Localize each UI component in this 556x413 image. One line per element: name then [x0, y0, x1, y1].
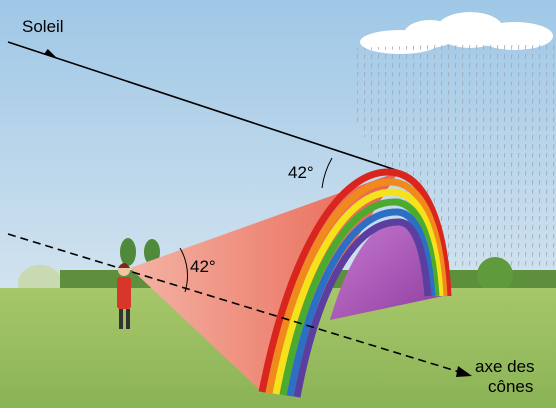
rainbow-diagram: Soleil 42° 42° axe des cônes — [0, 0, 556, 408]
page: Soleil 42° 42° axe des cônes (() => { co… — [0, 0, 556, 408]
angle-cone-label: 42° — [190, 257, 216, 276]
sun-label: Soleil — [22, 17, 64, 36]
axis-label-line2: cônes — [488, 377, 533, 396]
axis-label-line1: axe des — [475, 357, 535, 376]
angle-top-label: 42° — [288, 163, 314, 182]
